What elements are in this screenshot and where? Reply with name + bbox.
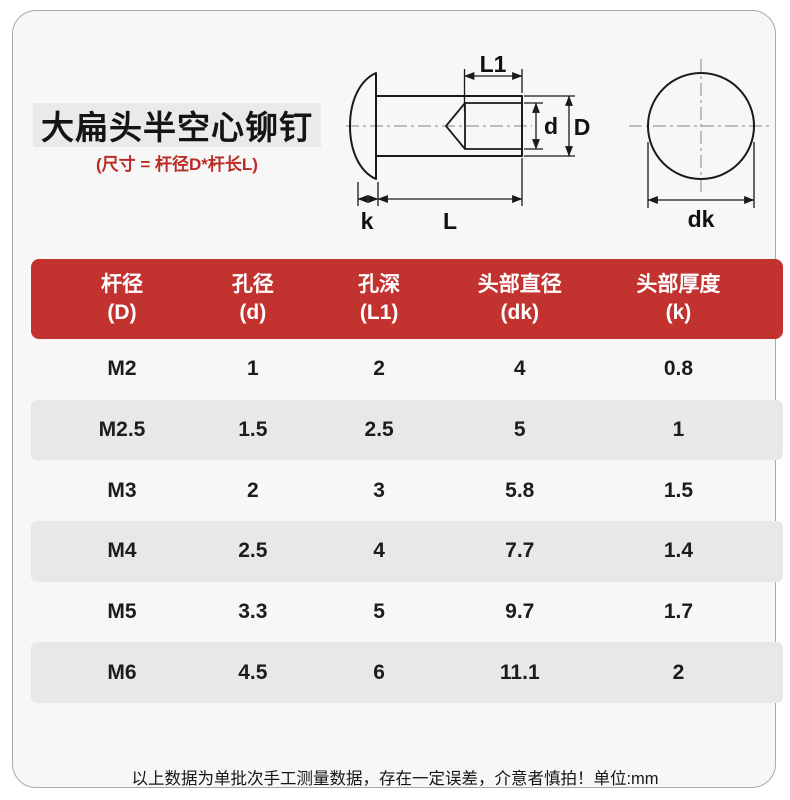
table-cell: 4 — [373, 539, 385, 563]
table-cell: 5 — [373, 600, 385, 624]
table-row: M3 2 3 5.8 1.5 — [31, 460, 783, 521]
table-cell: 4.5 — [238, 660, 268, 684]
table-cell: 2.5 — [364, 418, 394, 442]
table-cell: 1.4 — [663, 539, 694, 563]
table-row: M4 2.5 4 7.7 1.4 — [31, 521, 783, 582]
rivet-technical-drawing: L1 d D k L dk — [346, 51, 773, 234]
table-cell: M4 — [107, 539, 137, 563]
table-cell: 3 — [373, 478, 385, 502]
table-cell: M2.5 — [98, 418, 146, 442]
table-cell: 2.5 — [238, 539, 268, 563]
table-cell: 1.5 — [663, 478, 694, 502]
column-header: 杆径 (D) — [100, 273, 143, 324]
table-row: M6 4.5 6 11.1 2 — [31, 642, 783, 704]
dim-label-L: L — [443, 208, 457, 234]
column-header: 头部厚度 (k) — [636, 273, 721, 324]
table-cell: M6 — [107, 660, 137, 684]
disclaimer-note: 以上数据为单批次手工测量数据，存在一定误差，介意者慎拍！单位:mm — [131, 770, 659, 788]
table-cell: 1 — [246, 357, 259, 381]
table-cell: 1.5 — [238, 418, 268, 442]
column-header: 孔径 (d) — [231, 273, 274, 324]
rivet-head-outline — [349, 72, 377, 180]
dim-label-D: D — [574, 114, 591, 140]
rivet-hole-outline — [445, 102, 523, 150]
product-spec-card: 大扁头半空心铆钉 (尺寸 = 杆径D*杆长L) L1 d D k — [12, 10, 783, 788]
dim-label-dk: dk — [688, 206, 715, 232]
table-cell: 2 — [373, 357, 385, 381]
table-cell: 7.7 — [505, 539, 535, 563]
dim-label-k: k — [361, 208, 374, 234]
table-row: M5 3.3 5 9.7 1.7 — [31, 582, 783, 643]
table-cell: 2 — [246, 478, 259, 502]
table-cell: 6 — [373, 660, 385, 684]
table-cell: M3 — [107, 478, 137, 502]
title-highlight-box: 大扁头半空心铆钉 — [33, 103, 321, 147]
table-cell: M2 — [107, 357, 137, 381]
table-header: 杆径 (D) 孔径 (d) 孔深 (L1) 头部直径 (dk) 头部厚度 (k) — [31, 259, 783, 339]
table-cell: 1.7 — [663, 600, 694, 624]
table-cell: 2 — [672, 660, 685, 684]
table-cell: 5 — [513, 418, 526, 442]
table-cell: 3.3 — [238, 600, 268, 624]
table-body: M2 1 2 4 0.8 M2.5 1.5 2.5 5 1 M3 2 3 5.8 1.5 M4 2.5 4 7.7 1… — [31, 339, 783, 704]
head-top-view-circle — [647, 72, 755, 180]
dim-label-d: d — [544, 113, 558, 139]
page-title: 大扁头半空心铆钉 — [41, 109, 313, 146]
table-cell: 9.7 — [505, 600, 535, 624]
rivet-body-outline — [375, 95, 523, 157]
size-formula-subtitle: (尺寸 = 杆径D*杆长L) — [96, 155, 258, 174]
table-row: M2.5 1.5 2.5 5 1 — [31, 399, 783, 461]
table-cell: 4 — [513, 357, 526, 381]
table-cell: 1 — [672, 418, 685, 442]
column-header: 孔深 (L1) — [358, 273, 401, 324]
table-row: M2 1 2 4 0.8 — [31, 339, 783, 400]
dim-label-L1: L1 — [480, 51, 507, 77]
table-cell: 11.1 — [499, 660, 540, 684]
table-cell: 0.8 — [663, 357, 694, 381]
table-cell: M5 — [107, 600, 137, 624]
spec-table: 杆径 (D) 孔径 (d) 孔深 (L1) 头部直径 (dk) 头部厚度 (k) M2 1 2 4 0.8… — [31, 259, 783, 704]
column-header: 头部直径 (dk) — [477, 273, 562, 324]
table-cell: 5.8 — [505, 478, 535, 502]
